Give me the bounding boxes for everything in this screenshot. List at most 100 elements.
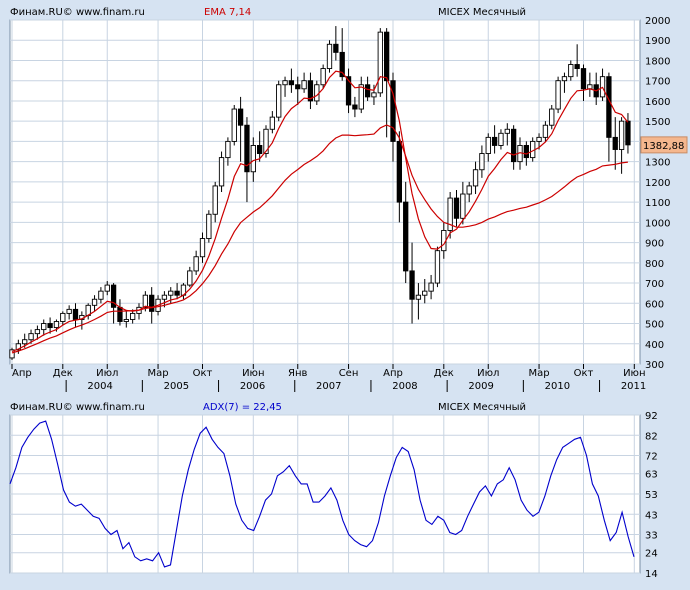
top-indicator-label: EMA 7,14 [204,7,252,18]
bottom-indicator-label: ADX(7) = 22,45 [203,402,282,413]
candle [98,287,104,304]
candle [295,76,301,105]
candle [409,242,415,324]
candle [352,96,358,118]
year-label: 2008 [392,381,417,392]
year-label: 2007 [316,381,341,392]
adx-y-tick: 82 [645,431,658,442]
adx-y-tick: 33 [645,531,658,542]
candle [606,72,612,162]
candle [549,104,555,130]
price-y-tick: 2000 [645,16,670,27]
last-price-tag: 1382,88 [640,136,688,154]
price-y-tick: 600 [645,299,664,310]
candle [161,291,168,308]
price-y-tick: 300 [645,360,664,371]
adx-y-tick: 63 [645,470,658,481]
candle [41,319,47,336]
bottom-instrument-label: MICEX Месячный [438,402,527,413]
candle [104,281,110,296]
month-label: Мар [528,368,549,379]
candle [453,189,460,227]
candle [345,68,352,114]
adx-y-tick: 92 [645,411,658,422]
candle [612,117,618,170]
ema-14-line [11,124,628,354]
candle [250,137,256,182]
candle [282,76,288,97]
candle [580,64,587,101]
month-label: Июл [96,368,118,379]
candle [244,117,250,203]
candle [225,137,231,166]
bottom-source-label: Финам.RU© www.finam.ru [10,402,145,413]
price-y-tick: 1900 [645,36,670,47]
candle [460,181,466,225]
candle [199,232,206,263]
candle [314,80,320,105]
price-y-tick: 1700 [645,77,670,88]
candle [396,131,402,223]
candle [66,305,72,320]
year-label: 2010 [545,381,570,392]
candle [218,151,225,192]
price-y-tick: 1800 [645,56,670,67]
month-label: Июл [477,368,499,379]
candle [377,28,383,97]
adx-y-tick: 14 [645,569,658,580]
candle [47,317,53,334]
candle [422,279,428,304]
month-label: Окт [193,368,213,379]
candle [34,325,41,340]
candle [403,181,409,284]
month-label: Сен [339,368,359,379]
candle [504,123,510,146]
adx-y-tick: 43 [645,510,658,521]
top-source-label: Финам.RU© www.finam.ru [10,7,145,18]
month-label: Дек [434,368,454,379]
adx-y-tick: 72 [645,452,658,463]
month-label: Янв [288,368,307,379]
candle [561,72,568,93]
candle [60,311,66,326]
candle [371,84,377,105]
adx-y-tick: 53 [645,490,658,501]
candle [168,287,174,304]
year-label: 2005 [164,381,189,392]
month-label: Дек [53,368,73,379]
adx-y-tick: 24 [645,549,658,560]
candle [307,72,314,110]
month-label: Апр [12,368,32,379]
candle [384,28,390,138]
month-label: Июн [242,368,264,379]
candle [320,64,326,89]
candle [91,295,98,312]
year-label: 2004 [87,381,112,392]
candle [231,104,237,146]
price-y-tick: 700 [645,279,664,290]
candle [415,283,422,320]
candle [568,60,574,81]
candle [618,117,625,174]
month-label: Мар [147,368,168,379]
candle [301,72,307,93]
candle [472,161,479,195]
last-price-label: 1382,88 [643,141,684,152]
price-y-tick: 400 [645,340,664,351]
candle [485,133,491,162]
candle [390,72,396,162]
candle [276,80,282,122]
ema-7-line [11,70,629,353]
month-label: Апр [383,368,403,379]
candle [288,68,295,93]
year-label: 2009 [468,381,493,392]
candle [326,40,333,73]
price-y-tick: 1000 [645,218,670,229]
month-label: Июн [623,368,645,379]
price-y-tick: 500 [645,320,664,331]
candle [555,76,561,114]
candle [511,125,517,170]
candle [479,145,485,178]
candle [149,287,155,324]
candle [447,192,453,239]
